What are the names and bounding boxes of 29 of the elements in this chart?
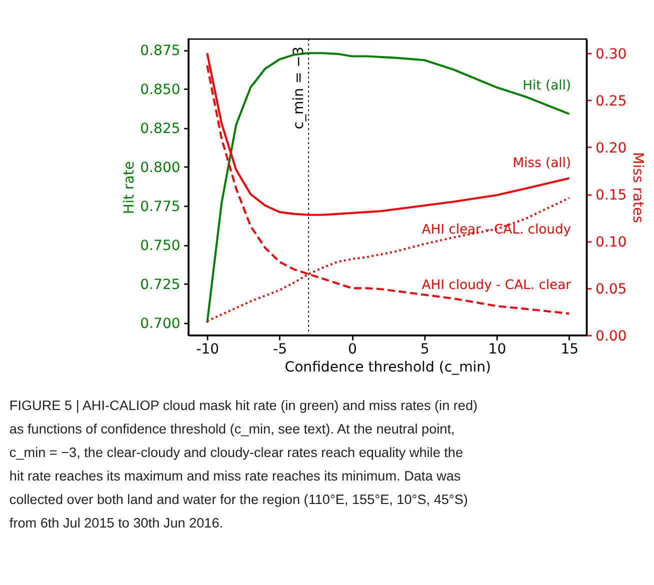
y-tick-label: 0.850 <box>140 82 180 98</box>
y-tick-label: 0.875 <box>140 43 180 60</box>
x-tick-label: 5 <box>420 341 430 358</box>
y2-axis-title: Miss rates <box>629 152 646 224</box>
ref-line-label: c_min = −3 <box>290 46 307 130</box>
series-label: Hit (all) <box>522 78 572 94</box>
y2-tick-label: 0.10 <box>595 234 627 250</box>
y-tick-label: 0.725 <box>140 276 180 293</box>
y-tick-label: 0.800 <box>140 160 180 176</box>
y2-tick-label: 0.30 <box>595 46 627 62</box>
y-tick-label: 0.750 <box>140 238 180 254</box>
y2-tick-label: 0.25 <box>595 93 627 110</box>
x-tick-label: 15 <box>560 341 579 358</box>
y2-tick-label: 0.20 <box>595 140 627 156</box>
x-tick-label: 10 <box>488 341 506 358</box>
series-label: AHI cloudy - CAL. clear <box>422 278 572 294</box>
x-tick-label: -10 <box>196 341 220 358</box>
y-tick-label: 0.775 <box>140 199 180 215</box>
x-axis-title: Confidence threshold (c_min) <box>284 359 492 376</box>
caption: FIGURE 5 | AHI-CALIOP cloud mask hit rate (in green) and miss rates (in red) as functions of confidence threshold (c_min, see text). At the neutral point, c_min = −3, the clear-cloudy and cloudy-clear rates reach equality while the hit rate reaches its maximum and miss rate reaches its minimum. Data was collected over both land and water for the region (110°E, 155°E, 10°S, 45°S) from 6th Jul 2015 to 30th Jun 2016. <box>9 398 478 530</box>
y-tick-label: 0.825 <box>140 121 180 138</box>
y-axis-title: Hit rate <box>122 161 138 214</box>
y2-tick-label: 0.05 <box>595 281 627 298</box>
series-label: Miss (all) <box>512 156 572 171</box>
x-tick-label: 0 <box>348 341 357 358</box>
y2-tick-label: 0.00 <box>595 328 627 344</box>
x-tick-label: -5 <box>273 341 288 358</box>
y-tick-label: 0.700 <box>140 316 180 332</box>
y2-tick-label: 0.15 <box>595 187 627 204</box>
